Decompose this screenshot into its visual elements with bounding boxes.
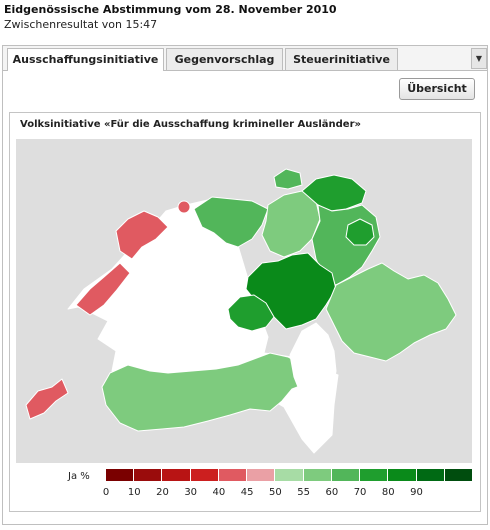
legend-swatch	[303, 469, 332, 481]
legend-tick: 40	[212, 487, 226, 498]
region-aargau[interactable]	[193, 196, 269, 248]
legend-tick: 55	[297, 487, 310, 498]
legend-swatch	[331, 469, 361, 481]
legend-swatch	[360, 469, 389, 481]
region-bern-east[interactable]	[227, 294, 275, 332]
region-geneva[interactable]	[25, 378, 69, 420]
legend-color-scale: 0 10 20 30 40 45 50 55 60 70 80 90	[103, 469, 473, 498]
map-area	[16, 139, 472, 463]
legend-label: Ja %	[68, 471, 90, 482]
legend-tick: 60	[325, 487, 339, 498]
triangle-down-icon[interactable]: ▼	[471, 48, 487, 69]
legend-tick: 20	[156, 487, 169, 498]
tab-steuerinitiative[interactable]: Steuerinitiative	[285, 48, 398, 70]
legend-tick: 80	[381, 487, 395, 498]
tab-ausschaffungsinitiative[interactable]: Ausschaffungsinitiative	[7, 48, 164, 71]
region-basel-stadt[interactable]	[177, 200, 191, 214]
switzerland-map	[25, 168, 457, 454]
legend-tick: 70	[353, 487, 367, 498]
region-neuchatel[interactable]	[75, 262, 131, 316]
legend-swatch	[275, 469, 304, 481]
map-panel: Volksinitiative «Für die Ausschaffung kr…	[9, 112, 481, 512]
legend-tick: 0	[102, 487, 110, 498]
legend-tick: 45	[240, 487, 254, 498]
vote-widget: Ausschaffungsinitiative Gegenvorschlag S…	[2, 45, 488, 525]
region-valais[interactable]	[101, 352, 309, 432]
page-header: Eidgenössische Abstimmung vom 28. Novemb…	[4, 2, 484, 32]
panel-title: Volksinitiative «Für die Ausschaffung kr…	[20, 119, 361, 130]
legend-swatch	[247, 469, 276, 481]
overview-button[interactable]: Übersicht	[399, 78, 475, 100]
legend-swatch	[388, 469, 417, 481]
region-graubuenden[interactable]	[325, 262, 457, 362]
legend-swatch	[162, 469, 191, 481]
legend-tick: 30	[184, 487, 198, 498]
legend-swatch	[218, 469, 248, 481]
legend-swatch	[106, 469, 135, 481]
region-schaffhausen[interactable]	[273, 168, 303, 190]
tab-bar: Ausschaffungsinitiative Gegenvorschlag S…	[3, 46, 487, 71]
legend-swatch	[134, 469, 163, 481]
legend-swatch	[444, 469, 473, 481]
legend-tick: 10	[127, 487, 141, 498]
region-appenzell[interactable]	[345, 218, 375, 246]
region-ticino[interactable]	[289, 322, 337, 430]
region-zurich[interactable]	[261, 190, 321, 258]
legend-tick: 90	[410, 487, 423, 498]
legend-tick: 50	[269, 487, 282, 498]
legend-swatch	[190, 469, 219, 481]
legend-swatch	[416, 469, 445, 481]
tab-gegenvorschlag[interactable]: Gegenvorschlag	[166, 48, 283, 70]
page-subtitle: Zwischenresultat von 15:47	[4, 18, 158, 31]
map-legend: Ja % 0 10 20 30 40 45 50 55 60 70 80 90	[10, 467, 480, 507]
region-jura[interactable]	[115, 210, 169, 260]
page-title: Eidgenössische Abstimmung vom 28. Novemb…	[4, 3, 337, 16]
